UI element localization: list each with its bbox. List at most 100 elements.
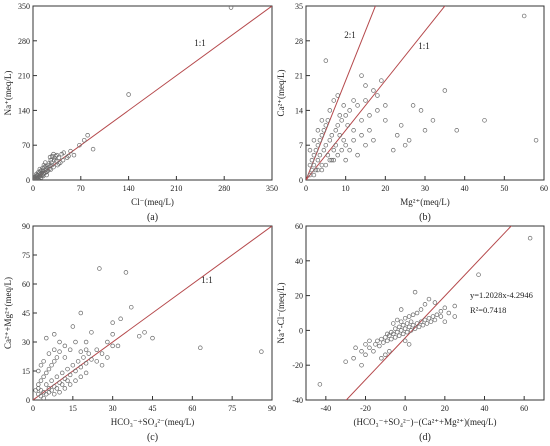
data-point: [65, 366, 70, 372]
data-point: [311, 152, 317, 158]
data-point: [428, 319, 434, 324]
data-point: [57, 390, 62, 395]
data-point: [400, 331, 406, 337]
data-point: [335, 123, 340, 128]
data-point: [333, 142, 339, 148]
y-tick-label: 30: [22, 338, 30, 347]
x-tick-label: 10: [342, 184, 350, 193]
y-tick-label: 280: [18, 37, 30, 46]
x-tick-label: 210: [170, 184, 182, 193]
data-point: [391, 147, 396, 153]
data-point: [81, 355, 86, 360]
data-point: [341, 103, 346, 108]
data-point: [398, 123, 404, 128]
data-point: [311, 172, 317, 178]
panel-label: (d): [419, 432, 431, 443]
data-point: [46, 366, 52, 372]
data-point: [313, 167, 319, 173]
data-point: [73, 378, 78, 383]
data-point: [452, 303, 458, 309]
data-point: [404, 329, 410, 335]
data-point: [394, 329, 400, 335]
data-point: [228, 6, 234, 10]
y-tick-label: 90: [22, 222, 30, 231]
data-point: [62, 386, 68, 391]
data-point: [38, 378, 44, 383]
y-axis-label: Ca²⁺(meq/L): [276, 70, 286, 117]
data-point: [327, 137, 333, 143]
data-point: [126, 92, 131, 97]
data-point: [331, 98, 337, 103]
x-tick-label: 60: [520, 404, 528, 413]
data-point: [412, 289, 418, 295]
data-point: [43, 163, 49, 169]
plot-area: [306, 6, 539, 180]
data-point: [385, 338, 390, 344]
data-point: [110, 320, 115, 325]
data-point: [394, 317, 400, 323]
y-tick-label: 0: [299, 326, 303, 335]
data-point: [54, 386, 60, 391]
data-point: [482, 118, 487, 123]
data-point: [422, 302, 428, 307]
x-axis-label: Mg²⁺(meq/L): [400, 197, 449, 207]
data-point: [430, 314, 436, 319]
data-point: [343, 157, 348, 163]
data-point: [383, 103, 388, 108]
data-point: [311, 137, 317, 143]
reference-line-2-1: [306, 6, 376, 180]
data-point: [393, 326, 398, 331]
data-point: [375, 338, 380, 344]
data-point: [434, 312, 440, 317]
data-point: [389, 329, 394, 335]
y-tick-label: 0: [26, 396, 30, 405]
data-point: [62, 355, 68, 360]
reference-line-1-1: [306, 6, 446, 180]
data-point: [339, 118, 344, 123]
data-point: [44, 370, 49, 376]
y-tick-label: 28: [295, 37, 303, 46]
data-point: [49, 160, 54, 165]
data-point: [375, 93, 380, 98]
data-point: [442, 319, 448, 324]
panel-label: (c): [147, 432, 158, 443]
data-point: [105, 339, 110, 345]
data-point: [432, 317, 438, 323]
data-point: [51, 391, 57, 397]
data-point: [150, 335, 155, 341]
data-point: [315, 157, 321, 163]
data-point: [418, 319, 424, 324]
plot-area: [33, 226, 272, 400]
reference-line-label: 2:1: [344, 30, 356, 40]
x-tick-label: 40: [481, 404, 489, 413]
data-point: [430, 118, 436, 123]
y-tick-label: 40: [295, 257, 303, 266]
data-point: [416, 324, 422, 330]
data-point: [56, 161, 62, 166]
x-tick-label: 40: [461, 184, 469, 193]
data-point: [68, 148, 73, 154]
data-point: [36, 368, 41, 374]
data-point: [521, 13, 527, 19]
data-point: [33, 176, 36, 180]
data-point: [38, 168, 43, 174]
data-point: [44, 382, 49, 387]
x-tick-label: 30: [421, 184, 429, 193]
data-point: [64, 155, 70, 160]
panel-label: (a): [147, 212, 158, 223]
data-point: [325, 118, 331, 123]
data-point: [94, 347, 99, 352]
data-point: [46, 161, 51, 166]
data-point: [129, 304, 134, 310]
data-point: [398, 307, 404, 312]
x-tick-label: 15: [69, 404, 77, 413]
data-point: [37, 166, 43, 172]
data-point: [377, 343, 382, 349]
data-point: [391, 321, 396, 326]
data-point: [323, 142, 329, 148]
y-tick-label: 21: [295, 72, 303, 81]
data-point: [406, 314, 412, 319]
data-point: [383, 352, 388, 358]
data-point: [83, 347, 89, 352]
